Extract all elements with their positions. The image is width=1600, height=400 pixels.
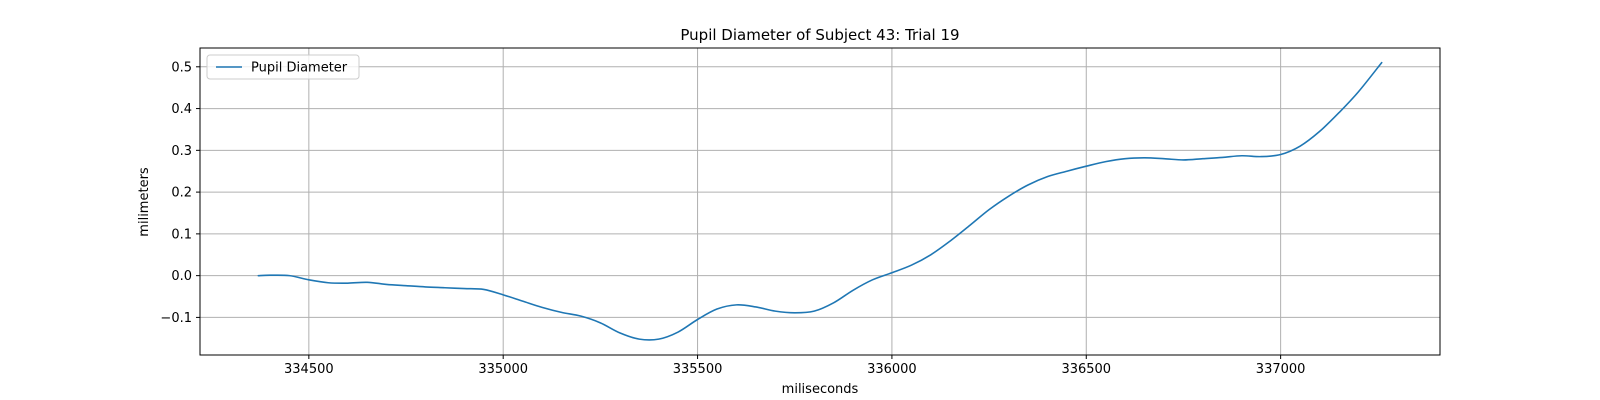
y-tick-label: 0.1: [171, 227, 192, 242]
y-axis-label: milimeters: [137, 167, 152, 237]
grid: [200, 48, 1440, 355]
x-tick-label: 335000: [478, 362, 528, 377]
x-tick-label: 336500: [1061, 362, 1111, 377]
x-tick-label: 337000: [1256, 362, 1306, 377]
chart-title: Pupil Diameter of Subject 43: Trial 19: [680, 26, 959, 44]
legend-label: Pupil Diameter: [251, 61, 348, 76]
legend: Pupil Diameter: [206, 54, 360, 80]
x-tick-label: 334500: [284, 362, 334, 377]
y-tick-label: 0.5: [171, 60, 192, 75]
y-tick-label: 0.3: [171, 144, 192, 159]
x-axis-label: miliseconds: [782, 382, 859, 397]
y-tick-label: −0.1: [160, 311, 192, 326]
legend-box: [206, 54, 360, 80]
series-line-pupil-diameter: [257, 61, 1383, 341]
y-tick-label: 0.2: [171, 186, 192, 201]
x-tick-label: 336000: [867, 362, 917, 377]
plot-frame: [199, 47, 1441, 356]
y-axis: −0.1 0.0 0.1 0.2 0.3 0.4 0.5: [160, 60, 200, 326]
y-tick-label: 0.4: [171, 102, 192, 117]
x-axis: 334500 335000 335500 336000 336500 337000: [284, 355, 1305, 377]
y-tick-label: 0.0: [171, 269, 192, 284]
x-tick-label: 335500: [673, 362, 723, 377]
